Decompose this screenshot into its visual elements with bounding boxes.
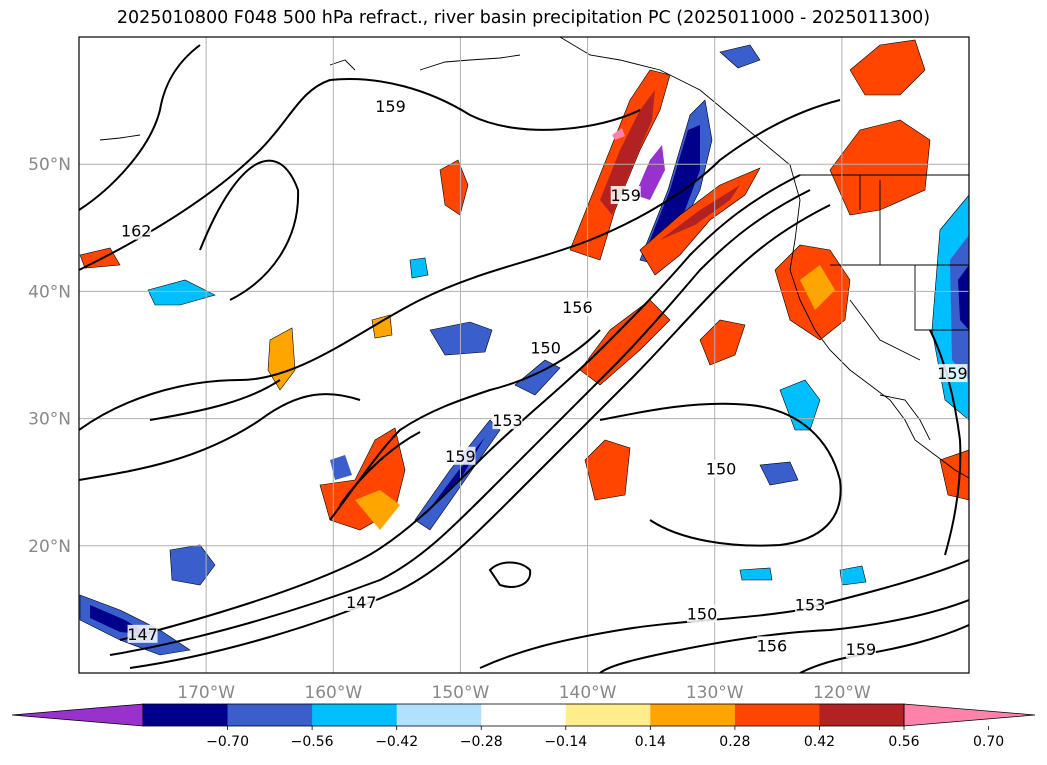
lat-tick-label: 50°N (28, 155, 71, 175)
colorbar-segment (565, 704, 651, 726)
colorbar-segment (312, 704, 398, 726)
lon-tick-label: 150°W (432, 683, 490, 703)
contour-label-bg (845, 640, 876, 659)
colorbar-tick-label: 0.70 (973, 734, 1004, 750)
contour-label-bg (687, 604, 717, 623)
colorbar-tick-label: −0.14 (544, 734, 587, 750)
lat-tick-label: 30°N (28, 410, 71, 430)
colorbar-tick-label: −0.28 (460, 734, 503, 750)
contour-label: 156 (757, 636, 788, 655)
lat-tick-label: 40°N (28, 282, 71, 302)
lon-tick-label: 170°W (177, 683, 235, 703)
chart-title: 2025010800 F048 500 hPa refract., river … (116, 8, 931, 28)
contour-label-bg (445, 446, 476, 465)
contour-label-bg (346, 593, 377, 612)
colorbar-segment (819, 704, 905, 726)
map-frame (78, 36, 970, 674)
colorbar-tick-label: −0.42 (375, 734, 418, 750)
contour-label-bg (562, 297, 593, 316)
colorbar-segment (734, 704, 820, 726)
colorbar-extend-low (11, 703, 144, 727)
colorbar-extend-high (903, 703, 1036, 727)
contour-label: 159 (937, 364, 968, 383)
contour-label-bg (492, 411, 523, 430)
contour-label-bg (127, 624, 158, 643)
contour-label-bg (530, 338, 561, 357)
contour-label: 147 (346, 593, 377, 612)
contour-label-bg (121, 221, 152, 240)
contour-label-bg (795, 595, 826, 614)
pc-shading (79, 39, 969, 656)
contour-label: 159 (445, 447, 476, 466)
gridlines (79, 37, 969, 673)
lon-tick-label: 120°W (813, 683, 871, 703)
contour-label-bg (375, 96, 406, 115)
contour-label: 153 (795, 596, 826, 615)
contour-label-bg (706, 459, 737, 478)
colorbar-tick-label: −0.70 (206, 734, 249, 750)
colorbar-segment (481, 704, 567, 726)
colorbar-tick-label: 0.14 (635, 734, 666, 750)
colorbar-outline (142, 703, 905, 727)
contour-label: 147 (127, 625, 158, 644)
lat-tick-label: 20°N (28, 537, 71, 557)
contour-label: 150 (530, 339, 561, 358)
colorbar-tick-label: 0.56 (888, 734, 919, 750)
contour-label: 150 (687, 604, 718, 623)
lon-tick-label: 140°W (559, 683, 617, 703)
lon-tick-label: 160°W (304, 683, 362, 703)
longitude-tick-labels: 170°W 160°W 150°W 140°W 130°W 120°W (177, 683, 871, 703)
contour-label: 153 (492, 411, 523, 430)
contour-label-bg (610, 186, 641, 204)
contour-label: 159 (610, 186, 641, 205)
colorbar-segment (143, 704, 229, 726)
contour-labels: 159 162 159 156 150 153 159 150 159 147 147 150 153 1… (121, 96, 968, 659)
colorbar-segment (227, 704, 313, 726)
contour-label: 156 (562, 298, 593, 317)
contour-label-bg (937, 364, 968, 383)
latitude-tick-labels: 20°N 30°N 40°N 50°N (28, 155, 71, 557)
contour-label: 159 (375, 97, 406, 116)
contour-label: 159 (846, 640, 877, 659)
colorbar-tick-label: 0.42 (804, 734, 835, 750)
colorbar-tick-label: 0.28 (719, 734, 750, 750)
map-background (79, 37, 969, 673)
colorbar-tick-label: −0.56 (291, 734, 334, 750)
lon-tick-label: 130°W (686, 683, 744, 703)
colorbar-segment (396, 704, 482, 726)
colorbar-segment (650, 704, 736, 726)
coastlines (99, 37, 969, 479)
colorbar: −0.70 −0.56 −0.42 −0.28 −0.14 0.14 0.28 0.42 0.5… (11, 703, 1036, 750)
contour-label-bg (756, 636, 787, 655)
contour-label: 150 (706, 459, 737, 478)
contour-label: 162 (121, 222, 152, 241)
